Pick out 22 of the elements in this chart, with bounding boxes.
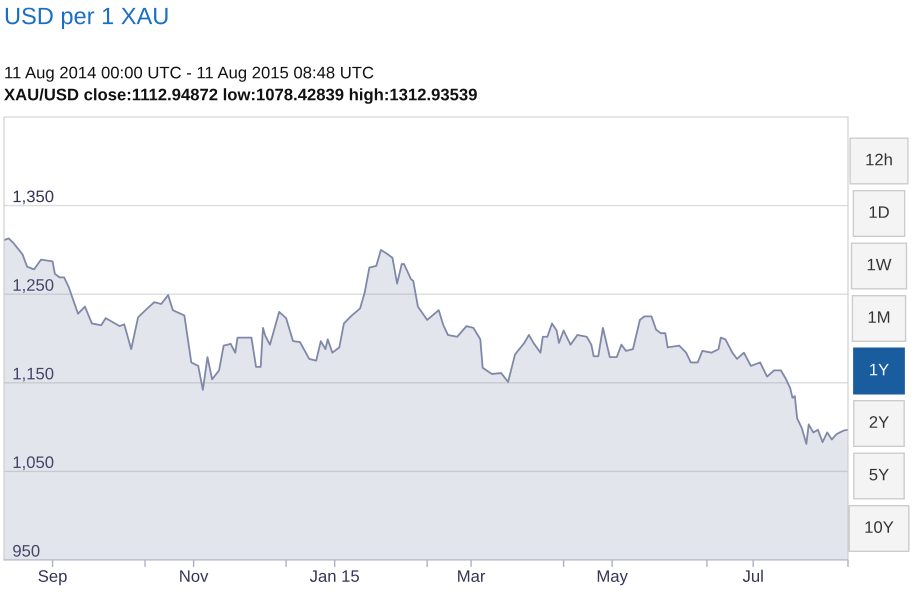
text: 1W [868,258,892,270]
text: 1D [870,206,889,218]
y-tick-label: 1,350 [14,190,54,204]
y-tick-label: 1,050 [14,456,54,470]
text: 5Y [869,468,889,480]
y-tick-label: 950 [13,544,40,557]
text: XAU/USD close:1112.94872 low:1078.42839 high:1312.93539 [4,88,477,104]
text: 10Y [865,521,894,533]
y-tick-label: 1,250 [14,279,54,293]
text: 1Y [870,364,889,376]
chart-title: USD per 1 XAU [6,8,168,30]
x-tick-label: Jul [742,570,763,582]
text: 2Y [870,416,889,428]
text: 1M [868,311,890,323]
y-tick-label: 1,150 [14,368,54,382]
x-tick-label: Jan 15 [310,570,359,582]
text: 12h [866,153,892,166]
x-tick-label: Mar [458,570,486,582]
x-tick-label: Sep [38,570,67,586]
chart-subtitle: 11 Aug 2014 00:00 UTC - 11 Aug 2015 08:48 UTC [5,66,374,82]
x-tick-label: Nov [180,570,208,582]
x-tick-label: May [598,570,628,586]
